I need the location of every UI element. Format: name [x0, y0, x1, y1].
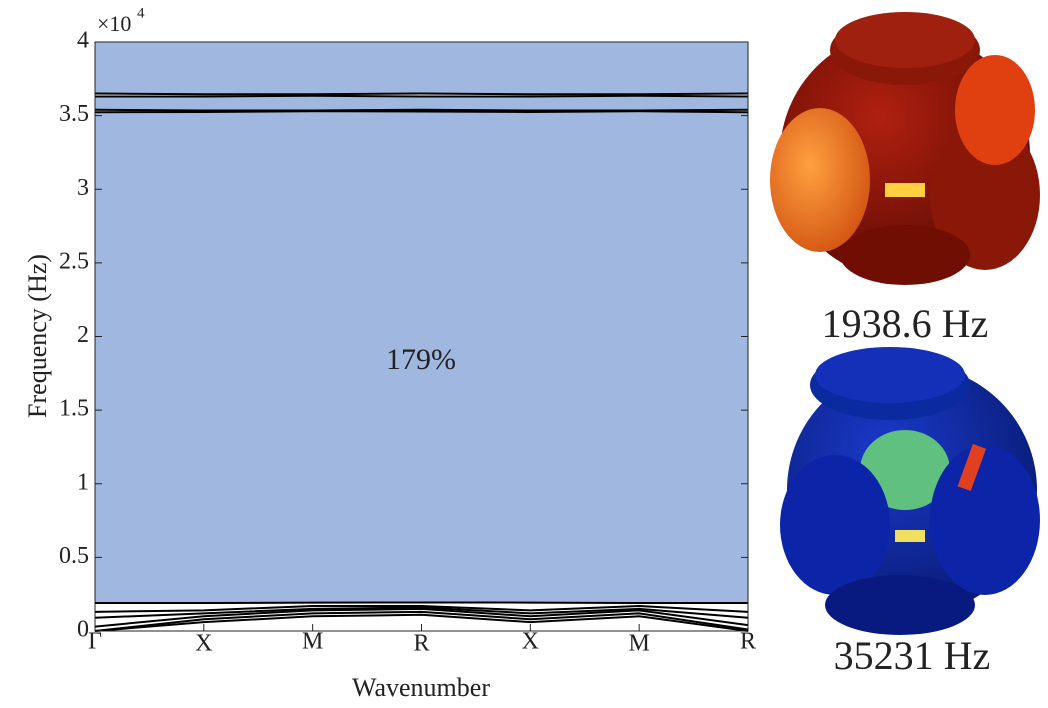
figure: 00.511.522.533.54ΓXMRXMR Frequency (Hz) … [0, 0, 1048, 708]
mode-shape-image [770, 12, 1040, 285]
band-line [95, 110, 748, 111]
band-line [95, 94, 748, 95]
y-tick-label: 1 [77, 469, 89, 495]
x-tick-label: R [413, 631, 429, 657]
x-tick-label: R [740, 629, 756, 655]
y-tick-label: 3 [77, 175, 89, 201]
band-line [95, 602, 748, 603]
y-multiplier: ×10 [97, 11, 131, 36]
band-line [95, 96, 748, 97]
mode-shape-image [780, 347, 1040, 635]
mode-shape-caption: 1938.6 Hz [822, 301, 989, 346]
gap-annotation: 179% [386, 343, 456, 376]
mode-shape-caption: 35231 Hz [834, 633, 991, 678]
x-tick-label: X [195, 631, 212, 657]
y-tick-label: 1.5 [59, 396, 89, 422]
band-gap [95, 96, 748, 109]
y-multiplier-exp: 4 [137, 5, 145, 21]
y-tick-label: 0.5 [59, 543, 89, 569]
x-tick-label: M [628, 631, 649, 657]
y-tick-label: 3.5 [59, 101, 89, 127]
band-gap [95, 42, 748, 94]
y-tick-label: 2 [77, 322, 89, 348]
x-tick-label: X [522, 629, 539, 655]
y-tick-label: 2.5 [59, 248, 89, 274]
y-axis-label: Frequency (Hz) [23, 254, 52, 418]
y-tick-label: 4 [77, 28, 89, 54]
x-tick-label: Γ [88, 629, 102, 655]
x-axis-label: Wavenumber [352, 673, 490, 702]
x-tick-label: M [302, 629, 323, 655]
